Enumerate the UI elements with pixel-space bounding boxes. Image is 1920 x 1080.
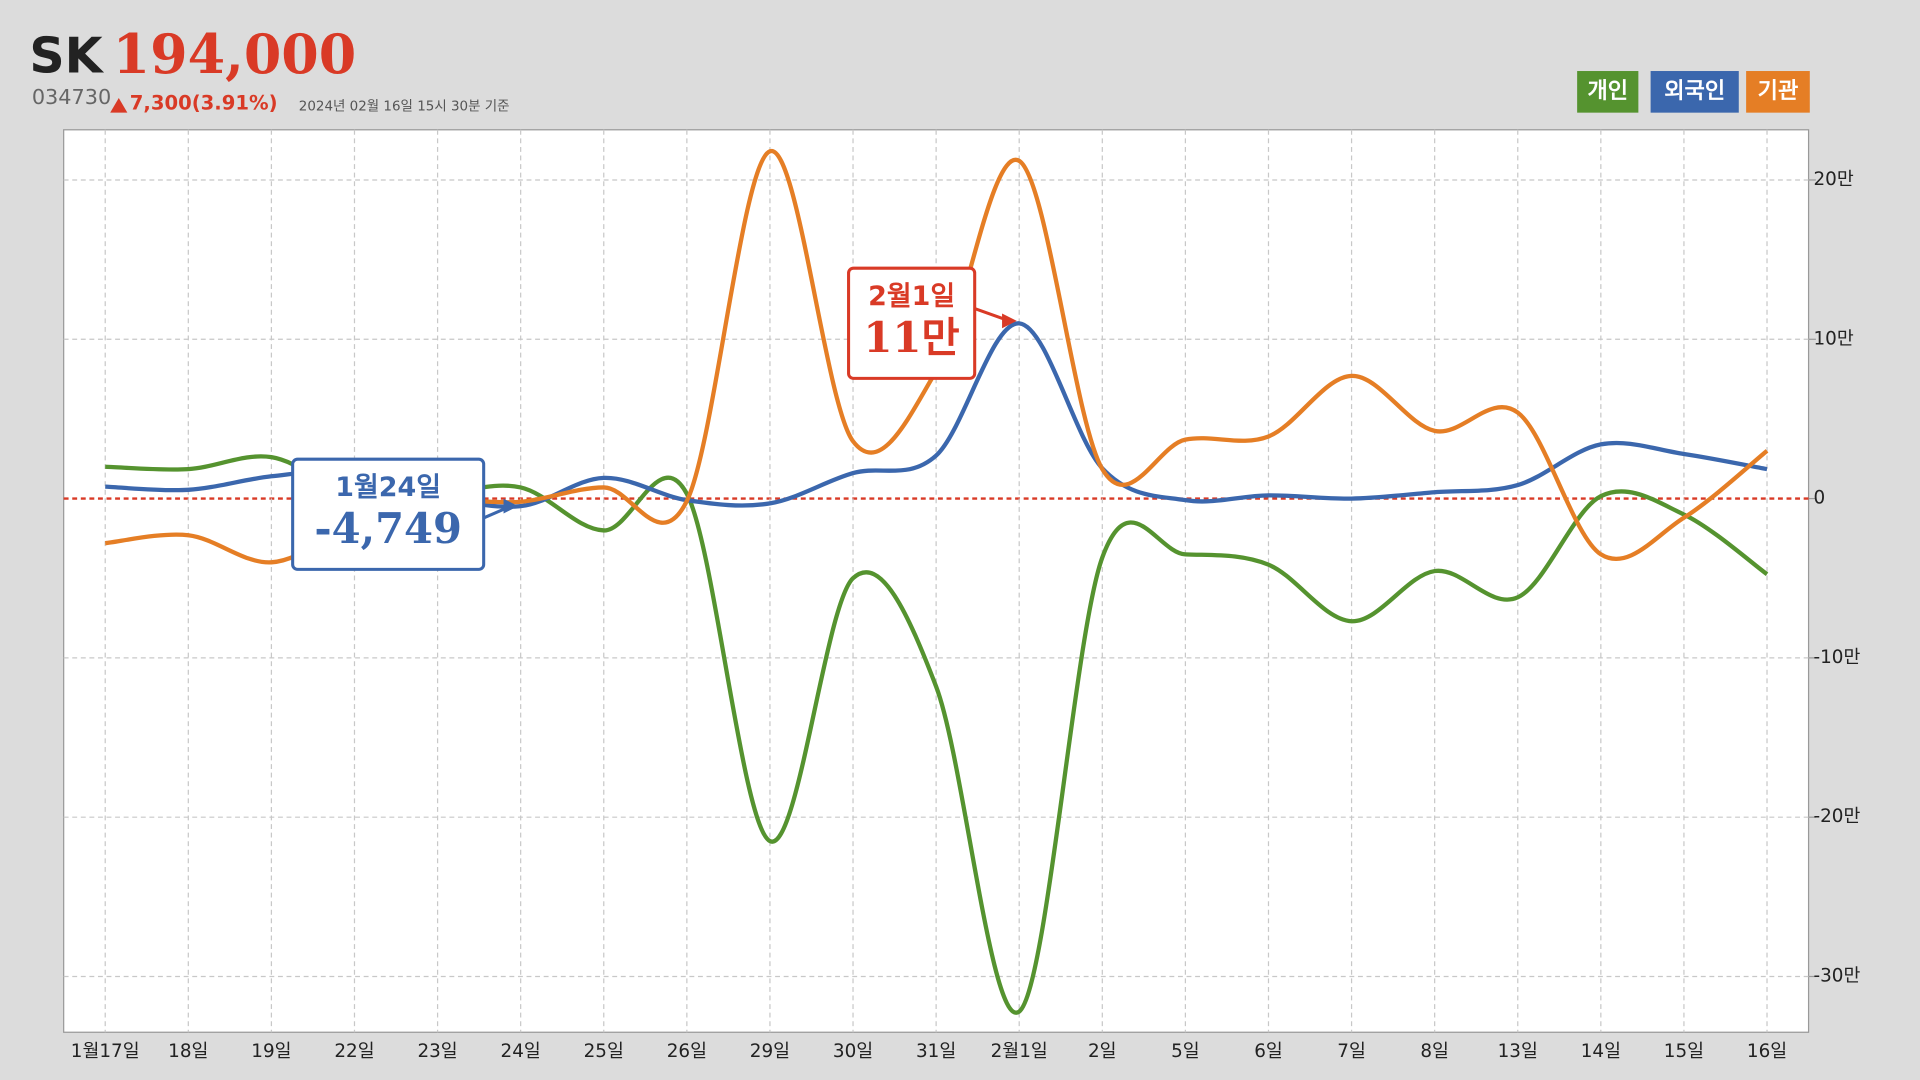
timestamp: 2024년 02월 16일 15시 30분 기준 bbox=[299, 99, 510, 115]
legend-label: 개인 bbox=[1587, 79, 1628, 104]
x-tick-label: 29일 bbox=[750, 1041, 790, 1062]
legend-swatch bbox=[1577, 71, 1639, 113]
annotation-value: 11만 bbox=[864, 313, 960, 362]
legend-swatch bbox=[1650, 71, 1739, 113]
x-tick-label: 2월1일 bbox=[991, 1041, 1048, 1062]
x-tick-label: 31일 bbox=[916, 1041, 956, 1062]
y-tick-label: 0 bbox=[1813, 488, 1825, 509]
annotation-date: 2월1일 bbox=[868, 281, 955, 312]
y-tick-label: -30만 bbox=[1813, 965, 1860, 986]
annotation-arrowhead bbox=[503, 498, 519, 514]
x-tick-label: 7일 bbox=[1337, 1041, 1366, 1062]
annotation-box bbox=[847, 266, 977, 380]
stock-price: 194,000 bbox=[113, 22, 357, 86]
stock-name: SK bbox=[29, 27, 104, 84]
x-tick-label: 26일 bbox=[667, 1041, 707, 1062]
x-tick-label: 1월17일 bbox=[71, 1041, 140, 1062]
legend-label: 기관 bbox=[1758, 79, 1799, 104]
x-tick-label: 19일 bbox=[251, 1041, 291, 1062]
x-tick-label: 23일 bbox=[417, 1041, 457, 1062]
x-tick-label: 16일 bbox=[1747, 1041, 1787, 1062]
legend-swatch bbox=[1746, 71, 1810, 113]
x-tick-label: 22일 bbox=[334, 1041, 374, 1062]
x-tick-label: 30일 bbox=[833, 1041, 873, 1062]
y-tick-label: 10만 bbox=[1813, 328, 1853, 349]
price-change: 7,300(3.91%) bbox=[130, 92, 278, 115]
up-arrow bbox=[110, 97, 128, 113]
annotation-box bbox=[291, 457, 486, 571]
x-tick-label: 14일 bbox=[1581, 1041, 1621, 1062]
y-tick-label: -10만 bbox=[1813, 647, 1860, 668]
x-tick-label: 18일 bbox=[168, 1041, 208, 1062]
y-tick-label: -20만 bbox=[1813, 806, 1860, 827]
x-tick-label: 2일 bbox=[1088, 1041, 1117, 1062]
x-tick-label: 8일 bbox=[1420, 1041, 1449, 1062]
legend-label: 외국인 bbox=[1664, 79, 1725, 104]
x-tick-label: 25일 bbox=[584, 1041, 624, 1062]
y-tick-label: 20만 bbox=[1813, 169, 1853, 190]
annotation-arrowhead bbox=[1002, 313, 1017, 329]
x-tick-label: 13일 bbox=[1498, 1041, 1538, 1062]
x-tick-label: 24일 bbox=[501, 1041, 541, 1062]
x-tick-label: 15일 bbox=[1664, 1041, 1704, 1062]
x-tick-label: 6일 bbox=[1254, 1041, 1283, 1062]
x-tick-label: 5일 bbox=[1171, 1041, 1200, 1062]
annotation-date: 1월24일 bbox=[335, 472, 441, 503]
stock-code: 034730 bbox=[32, 85, 111, 109]
annotation-value: -4,749 bbox=[314, 504, 462, 553]
